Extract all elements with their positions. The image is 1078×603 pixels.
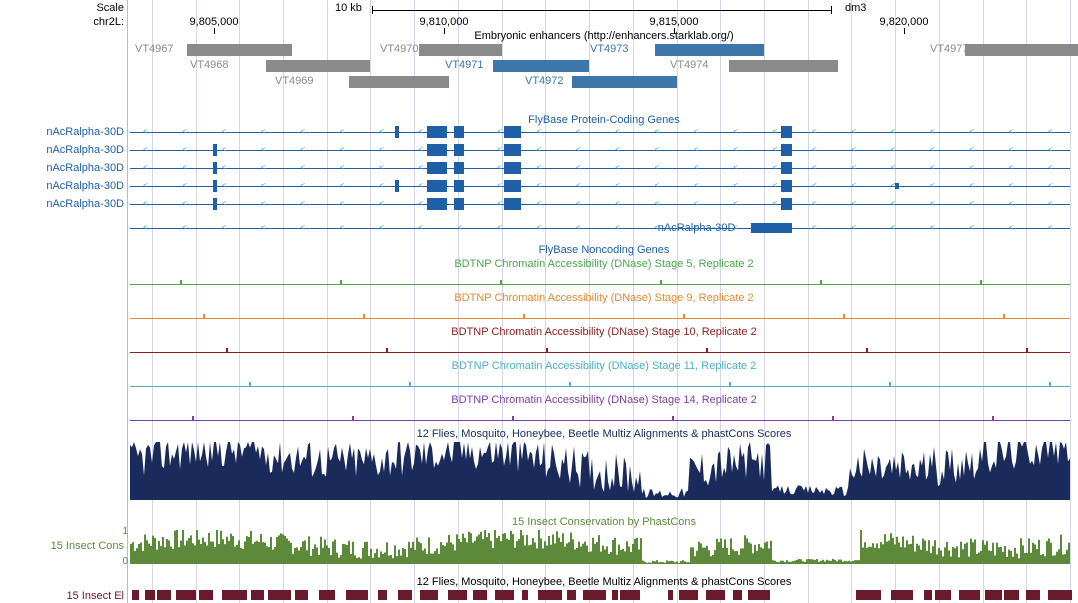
enhancer-VT4973[interactable] — [655, 44, 764, 56]
noncoding-title[interactable]: FlyBase Noncoding Genes — [130, 244, 1078, 256]
enhancer-label-VT4977: VT4977 — [930, 43, 969, 55]
elements-label: 15 Insect El — [0, 590, 128, 602]
enhancer-label-VT4969: VT4969 — [275, 75, 314, 87]
gene-label-row4[interactable]: nAcRalpha-30D — [0, 198, 128, 210]
multiz-wiggle[interactable] — [130, 442, 1070, 500]
enhancers-title[interactable]: Embryonic enhancers (http://enhancers.st… — [130, 30, 1078, 42]
enhancer-label-VT4970: VT4970 — [380, 43, 419, 55]
gene-label-row2[interactable]: nAcRalpha-30D — [0, 162, 128, 174]
genome-browser: Scale 10 kb dm3 chr2L: 9,805,0009,810,00… — [0, 0, 1078, 603]
phastcons-y0: 0 — [122, 556, 128, 567]
enhancer-label-VT4973: VT4973 — [590, 43, 629, 55]
enhancer-label-VT4968: VT4968 — [190, 59, 229, 71]
phastcons-wiggle[interactable] — [130, 530, 1070, 564]
gene-label-row1[interactable]: nAcRalpha-30D — [0, 144, 128, 156]
enhancer-VT4970[interactable] — [419, 44, 502, 56]
enhancer-label-VT4971: VT4971 — [445, 59, 484, 71]
dnase-title-4[interactable]: BDTNP Chromatin Accessibility (DNase) St… — [130, 394, 1078, 406]
dnase-title-0[interactable]: BDTNP Chromatin Accessibility (DNase) St… — [130, 258, 1078, 270]
dnase-baseline-2 — [130, 352, 1070, 353]
enhancer-VT4972[interactable] — [572, 76, 677, 88]
elements-title[interactable]: 12 Flies, Mosquito, Honeybee, Beetle Mul… — [130, 576, 1078, 588]
dnase-title-1[interactable]: BDTNP Chromatin Accessibility (DNase) St… — [130, 292, 1078, 304]
dnase-title-2[interactable]: BDTNP Chromatin Accessibility (DNase) St… — [130, 326, 1078, 338]
multiz-title[interactable]: 12 Flies, Mosquito, Honeybee, Beetle Mul… — [130, 428, 1078, 440]
gene-label-row0[interactable]: nAcRalpha-30D — [0, 126, 128, 138]
assembly-label: dm3 — [845, 2, 866, 14]
enhancer-VT4974[interactable] — [729, 60, 838, 72]
dnase-baseline-3 — [130, 386, 1070, 387]
enhancer-VT4968[interactable] — [266, 60, 371, 72]
enhancer-VT4971[interactable] — [493, 60, 589, 72]
dnase-title-3[interactable]: BDTNP Chromatin Accessibility (DNase) St… — [130, 360, 1078, 372]
phastcons-y1: 1 — [122, 526, 128, 537]
enhancer-label-VT4967: VT4967 — [135, 43, 174, 55]
enhancer-label-VT4974: VT4974 — [670, 59, 709, 71]
genes-title[interactable]: FlyBase Protein-Coding Genes — [130, 114, 1078, 126]
elements-track[interactable] — [130, 590, 1070, 602]
scale-label: Scale — [0, 2, 128, 14]
dnase-baseline-1 — [130, 318, 1070, 319]
phastcons-label: 15 Insect Cons — [0, 540, 128, 552]
chrom-label: chr2L: — [0, 16, 128, 28]
gene-label-row3[interactable]: nAcRalpha-30D — [0, 180, 128, 192]
left-divider — [127, 0, 128, 603]
enhancer-VT4977[interactable] — [965, 44, 1078, 56]
dnase-baseline-4 — [130, 420, 1070, 421]
scale-bar — [372, 10, 832, 11]
scale-value: 10 kb — [335, 2, 362, 14]
enhancer-VT4969[interactable] — [349, 76, 450, 88]
phastcons-title[interactable]: 15 Insect Conservation by PhastCons — [130, 516, 1078, 528]
dnase-baseline-0 — [130, 284, 1070, 285]
enhancer-VT4967[interactable] — [187, 44, 292, 56]
enhancer-label-VT4972: VT4972 — [525, 75, 564, 87]
